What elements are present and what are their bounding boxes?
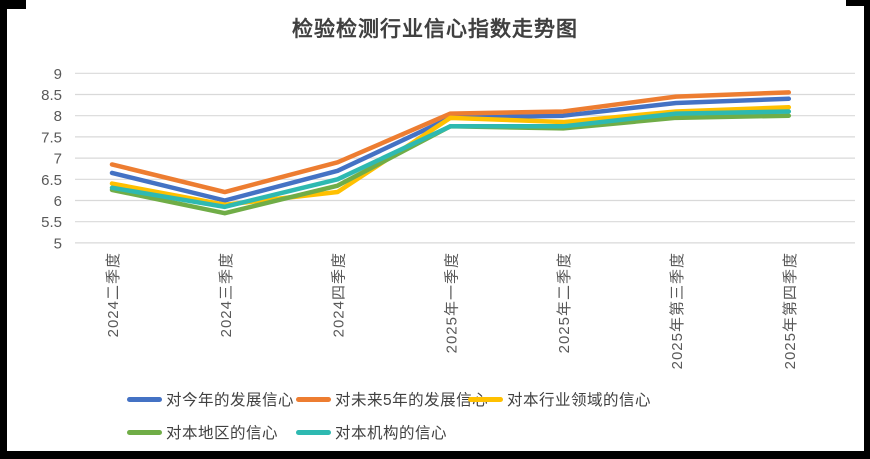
legend-line-swatch-green [127, 429, 162, 435]
legend-item-local-region-confidence: 对本地区的信心 [127, 423, 279, 442]
series-line-4 [109, 109, 792, 210]
screenshot-border-right [864, 0, 870, 459]
x-axis-category-label: 2024三季度 [218, 252, 235, 337]
screenshot-border-topleft [0, 0, 26, 9]
legend-row-2: 对本地区的信心 对本机构的信心 [0, 423, 870, 442]
screenshot-border-left [0, 0, 7, 459]
legend-label: 对未来5年的发展信心 [335, 392, 489, 409]
chart-title: 检验检测行业信心指数走势图 [292, 17, 578, 41]
legend-item-this-year-confidence: 对今年的发展信心 [127, 390, 295, 409]
legend-line-swatch-teal [296, 429, 331, 435]
x-axis-category-label: 2024四季度 [331, 252, 348, 337]
x-axis-category-label: 2024二季度 [105, 252, 122, 337]
y-axis-tick-label: 6.5 [41, 172, 62, 189]
legend-line-swatch-orange [296, 396, 331, 402]
x-axis-category-label: 2025年二季度 [556, 252, 573, 353]
y-axis-tick-label: 9 [54, 66, 62, 83]
legend-line-swatch-yellow [468, 396, 503, 402]
x-axis-category-label: 2025年第三季度 [668, 252, 686, 369]
legend-item-next-5-years-confidence: 对未来5年的发展信心 [296, 390, 489, 409]
legend-item-own-institution-confidence: 对本机构的信心 [296, 423, 448, 442]
legend-row-1: 对今年的发展信心 对未来5年的发展信心 对本行业领域的信心 [0, 390, 870, 409]
legend-label: 对本行业领域的信心 [507, 392, 652, 409]
x-axis-category-label: 2025年一季度 [443, 252, 460, 353]
y-axis-tick-label: 5 [54, 235, 62, 252]
y-axis-tick-label: 7 [54, 151, 62, 168]
series-line-1 [109, 90, 792, 195]
y-axis-tick-label: 5.5 [41, 214, 62, 231]
screenshot-border-topright [846, 0, 870, 6]
y-axis-tick-label: 7.5 [41, 129, 62, 146]
x-axis-category-label: 2025年第四季度 [781, 252, 799, 369]
legend-label: 对今年的发展信心 [166, 392, 295, 409]
screenshot-border-bottom [0, 451, 870, 459]
legend-label: 对本地区的信心 [166, 425, 279, 442]
legend-item-industry-field-confidence: 对本行业领域的信心 [468, 390, 652, 409]
y-axis-tick-label: 8.5 [41, 87, 62, 104]
y-axis-tick-label: 6 [54, 193, 62, 210]
y-axis-tick-label: 8 [54, 108, 62, 125]
legend-line-swatch-blue [127, 396, 162, 402]
legend-label: 对本机构的信心 [335, 425, 448, 442]
